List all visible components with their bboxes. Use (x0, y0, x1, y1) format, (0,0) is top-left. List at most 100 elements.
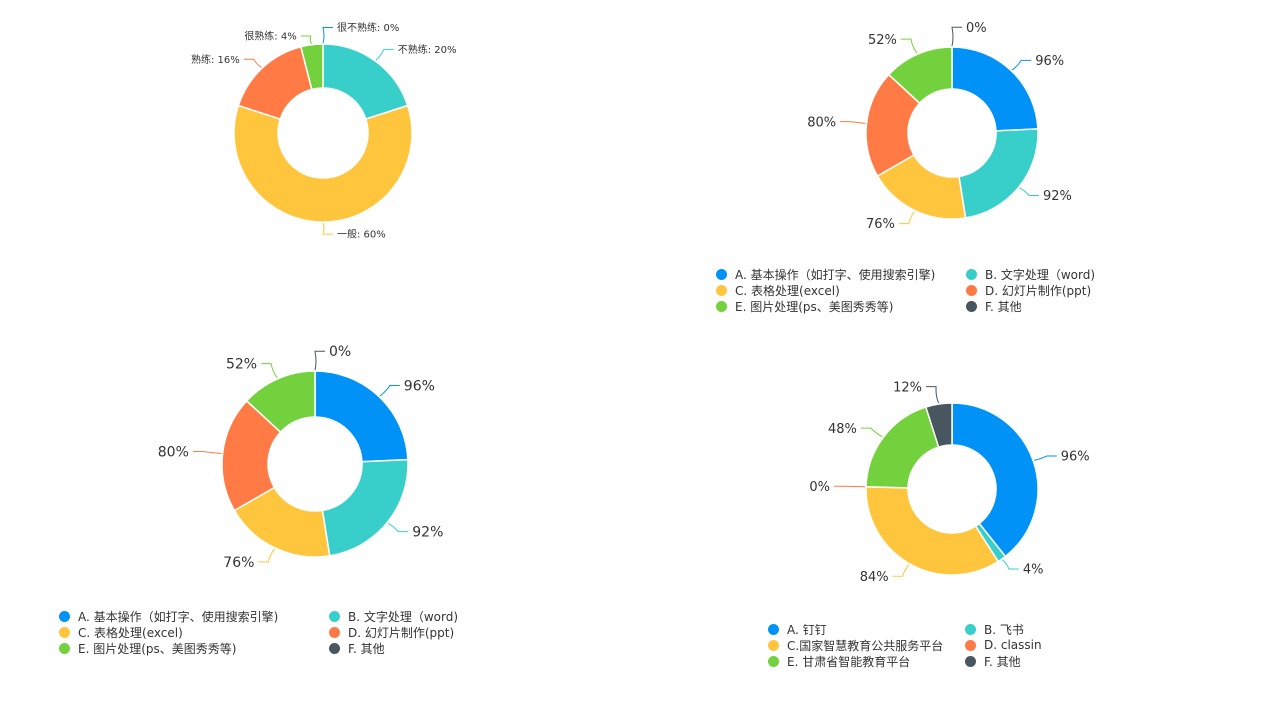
legend-item-2[interactable]: B. 飞书 (965, 621, 1085, 637)
leader-line-2 (1002, 559, 1019, 570)
legend-dot-icon (59, 626, 70, 638)
leader-line-5 (300, 35, 313, 45)
legend-label: D. 幻灯片制作(ppt) (348, 625, 455, 640)
legend-item-3[interactable]: C.国家智慧教育公共服务平台 (768, 637, 965, 653)
legend-label: B. 文字处理（word) (985, 267, 1096, 282)
legend-item-5[interactable]: E. 甘肃省智能教育平台 (768, 653, 965, 669)
leader-line-4 (840, 121, 866, 124)
legend-dot-icon (59, 610, 70, 622)
leader-line-1 (1034, 455, 1057, 461)
legend-dot-icon (716, 268, 727, 280)
legend-dot-icon (966, 300, 977, 312)
data-label-5: 很熟练: 4% (244, 30, 296, 43)
legend-dot-icon (59, 642, 70, 654)
leader-line-3 (898, 211, 915, 225)
legend-dot-icon (716, 300, 727, 312)
leader-line-5 (261, 363, 278, 379)
legend-label: F. 其他 (984, 654, 1021, 669)
data-label-3: 76% (866, 217, 895, 232)
leader-line-4 (834, 485, 866, 488)
data-label-2: 4% (1023, 563, 1044, 578)
data-label-5: 52% (226, 357, 257, 373)
donut-slice-1[interactable] (314, 370, 409, 463)
leader-line-2 (387, 522, 409, 533)
platforms-legend: A. 钉钉 B. 飞书 C.国家智慧教育公共服务平台 D. classin E. 甘肃省… (768, 621, 1085, 669)
data-label-4: 80% (158, 445, 189, 461)
legend-item-1[interactable]: A. 基本操作（如打字、使用搜索引擎) (59, 608, 329, 624)
leader-line-1 (1011, 59, 1032, 71)
legend-label: F. 其他 (348, 641, 385, 656)
legend-item-6[interactable]: F. 其他 (329, 640, 479, 656)
legend-dot-icon (965, 655, 976, 667)
legend-dot-icon (966, 284, 977, 296)
data-label-3: 一般: 60% (337, 228, 386, 241)
leader-line-3 (258, 548, 275, 563)
legend-label: C. 表格处理(excel) (78, 625, 183, 640)
leader-line-1 (322, 27, 333, 44)
legend-item-6[interactable]: F. 其他 (965, 653, 1085, 669)
legend-item-4[interactable]: D. classin (965, 637, 1085, 653)
data-label-1: 96% (404, 379, 435, 395)
legend-dot-icon (329, 626, 340, 638)
leader-line-6 (314, 350, 325, 371)
leader-line-6 (926, 386, 940, 404)
donut-slice-5[interactable] (299, 43, 324, 91)
leader-line-1 (379, 385, 400, 397)
leader-line-2 (375, 48, 394, 61)
data-label-4: 熟练: 16% (191, 53, 240, 66)
legend-label: E. 甘肃省智能教育平台 (787, 654, 911, 669)
skills-legend-top: A. 基本操作（如打字、使用搜索引擎) B. 文字处理（word) C. 表格处理(… (716, 266, 1116, 314)
donut-slice-3[interactable] (233, 104, 413, 223)
legend-item-1[interactable]: A. 基本操作（如打字、使用搜索引擎) (716, 266, 966, 282)
legend-dot-icon (966, 268, 977, 280)
legend-dot-icon (329, 642, 340, 654)
legend-item-6[interactable]: F. 其他 (966, 298, 1116, 314)
leader-line-4 (243, 58, 262, 68)
legend-dot-icon (965, 639, 976, 651)
donut-slice-3[interactable] (865, 486, 1000, 576)
legend-dot-icon (716, 284, 727, 296)
leader-line-4 (192, 450, 222, 455)
data-label-3: 76% (223, 555, 254, 571)
legend-label: F. 其他 (985, 299, 1022, 314)
data-label-6: 12% (893, 380, 922, 395)
legend-label: E. 图片处理(ps、美图秀秀等) (735, 299, 894, 314)
data-label-6: 0% (966, 21, 987, 36)
data-label-1: 96% (1035, 54, 1064, 69)
legend-dot-icon (965, 623, 976, 635)
data-label-2: 92% (1043, 189, 1072, 204)
legend-label: C.国家智慧教育公共服务平台 (787, 638, 944, 653)
leader-line-3 (892, 564, 910, 577)
donut-slice-5[interactable] (887, 46, 953, 105)
legend-label: E. 图片处理(ps、美图秀秀等) (78, 641, 237, 656)
legend-item-4[interactable]: D. 幻灯片制作(ppt) (329, 624, 479, 640)
donut-slice-1[interactable] (951, 402, 1039, 558)
skills-legend-bottom: A. 基本操作（如打字、使用搜索引擎) B. 文字处理（word) C. 表格处理(… (59, 608, 479, 656)
donut-slice-2[interactable] (958, 128, 1039, 219)
data-label-4: 0% (809, 480, 830, 495)
donut-slice-5[interactable] (865, 406, 940, 489)
data-label-2: 不熟练: 20% (398, 43, 457, 56)
data-label-1: 很不熟练: 0% (337, 21, 399, 34)
legend-item-5[interactable]: E. 图片处理(ps、美图秀秀等) (59, 640, 329, 656)
legend-item-5[interactable]: E. 图片处理(ps、美图秀秀等) (716, 298, 966, 314)
data-label-4: 80% (807, 115, 836, 130)
legend-item-3[interactable]: C. 表格处理(excel) (59, 624, 329, 640)
leader-line-6 (951, 26, 962, 47)
data-label-5: 48% (828, 422, 857, 437)
legend-item-3[interactable]: C. 表格处理(excel) (716, 282, 966, 298)
donut-slice-6[interactable] (924, 402, 953, 449)
donut-slice-5[interactable] (245, 370, 316, 434)
legend-label: C. 表格处理(excel) (735, 283, 840, 298)
legend-item-2[interactable]: B. 文字处理（word) (329, 608, 479, 624)
legend-label: A. 钉钉 (787, 622, 827, 637)
legend-dot-icon (768, 655, 779, 667)
legend-item-1[interactable]: A. 钉钉 (768, 621, 965, 637)
data-label-3: 84% (860, 570, 889, 585)
legend-item-4[interactable]: D. 幻灯片制作(ppt) (966, 282, 1116, 298)
legend-item-2[interactable]: B. 文字处理（word) (966, 266, 1116, 282)
